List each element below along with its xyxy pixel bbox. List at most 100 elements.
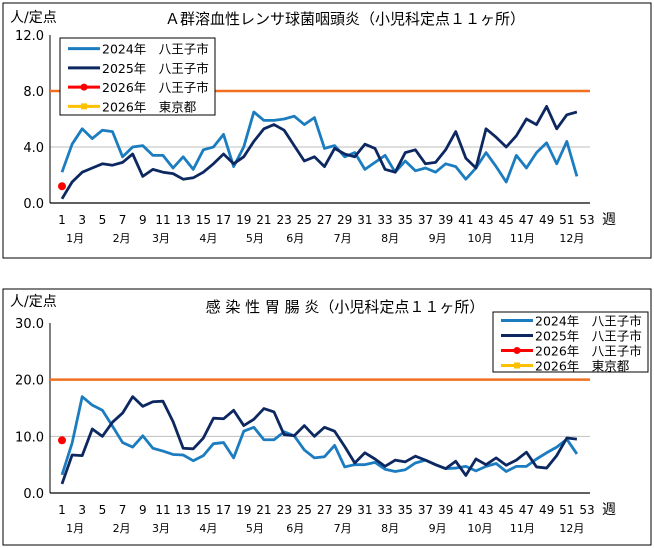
x-tick-label: 13 <box>176 503 191 517</box>
x-tick-label: 47 <box>519 213 534 227</box>
month-label: 9月 <box>429 232 447 245</box>
x-tick-label: 7 <box>119 213 127 227</box>
x-tick-label: 17 <box>216 503 231 517</box>
x-tick-label: 5 <box>99 503 107 517</box>
x-tick-label: 9 <box>139 503 147 517</box>
month-label: 10月 <box>467 522 492 535</box>
x-tick-label: 43 <box>478 503 493 517</box>
month-label: 1月 <box>66 522 84 535</box>
x-tick-label: 25 <box>297 213 312 227</box>
x-tick-label: 15 <box>196 213 211 227</box>
x-tick-label: 41 <box>458 503 473 517</box>
x-tick-label: 11 <box>155 503 170 517</box>
month-label: 1月 <box>66 232 84 245</box>
month-label: 5月 <box>246 522 264 535</box>
series-line <box>60 395 579 476</box>
data-point <box>58 182 66 191</box>
x-tick-label: 33 <box>377 213 392 227</box>
series-line <box>60 395 578 485</box>
y-tick-label: 0.0 <box>23 197 44 212</box>
legend-marker <box>513 347 521 354</box>
month-label: 8月 <box>381 232 399 245</box>
x-tick-label: 31 <box>357 213 372 227</box>
x-tick-label: 19 <box>236 503 251 517</box>
series-line <box>60 105 578 200</box>
month-label: 4月 <box>199 522 217 535</box>
x-tick-label: 15 <box>196 503 211 517</box>
x-tick-label: 51 <box>559 503 574 517</box>
month-label: 3月 <box>152 522 170 535</box>
x-tick-label: 21 <box>256 213 271 227</box>
legend-label: 2024年 八王子市 <box>102 42 209 57</box>
legend-label: 2024年 八王子市 <box>535 314 642 329</box>
month-label: 12月 <box>559 232 584 245</box>
x-tick-label: 5 <box>99 213 107 227</box>
month-label: 12月 <box>559 522 584 535</box>
y-tick-label: 10.0 <box>15 430 44 445</box>
legend-label: 2026年 東京都 <box>535 359 630 374</box>
x-tick-label: 33 <box>377 503 392 517</box>
month-label: 2月 <box>113 232 131 245</box>
x-tick-label: 37 <box>418 503 433 517</box>
legend-box <box>59 37 216 116</box>
legend-marker <box>80 83 88 91</box>
month-label: 11月 <box>510 232 535 245</box>
x-tick-label: 17 <box>216 213 231 227</box>
x-tick-label: 9 <box>139 213 147 227</box>
y-axis-label: 人/定点 <box>10 10 57 26</box>
x-axis-label: 週 <box>602 212 616 228</box>
legend-label: 2026年 東京都 <box>102 99 197 114</box>
x-tick-label: 27 <box>317 503 332 517</box>
x-tick-label: 41 <box>458 213 473 227</box>
x-tick-label: 21 <box>256 503 271 517</box>
x-tick-label: 45 <box>499 213 514 227</box>
x-tick-label: 31 <box>357 503 372 517</box>
x-tick-label: 7 <box>119 503 127 517</box>
legend-label: 2025年 八王子市 <box>102 61 209 76</box>
y-tick-label: 8.0 <box>23 85 44 100</box>
x-tick-label: 1 <box>58 503 66 517</box>
month-label: 4月 <box>199 232 217 245</box>
x-tick-label: 3 <box>78 213 86 227</box>
x-tick-label: 39 <box>438 503 453 517</box>
month-label: 7月 <box>334 232 352 245</box>
month-label: 8月 <box>381 522 399 535</box>
x-tick-label: 23 <box>276 503 291 517</box>
chart-1: 0.04.08.012.01 3 5 7 9 11 13 15 17 19 21 23 25 27 29 31… <box>2 2 652 259</box>
month-label: 6月 <box>286 522 304 535</box>
x-tick-label: 23 <box>276 213 291 227</box>
y-tick-label: 4.0 <box>23 141 44 156</box>
x-tick-label: 37 <box>418 213 433 227</box>
x-tick-label: 49 <box>539 213 554 227</box>
x-tick-label: 49 <box>539 503 554 517</box>
month-label: 2月 <box>113 522 131 535</box>
y-tick-label: 0.0 <box>23 487 44 502</box>
y-tick-label: 30.0 <box>15 317 44 332</box>
month-label: 11月 <box>510 522 535 535</box>
x-axis-label: 週 <box>602 502 616 518</box>
month-label: 9月 <box>429 522 447 535</box>
x-tick-label: 53 <box>579 503 594 517</box>
month-label: 3月 <box>152 232 170 245</box>
legend-marker <box>81 103 87 110</box>
y-tick-label: 20.0 <box>15 374 44 389</box>
data-point <box>58 436 66 445</box>
x-tick-label: 11 <box>155 213 170 227</box>
x-tick-label: 3 <box>78 503 86 517</box>
legend-label: 2026年 八王子市 <box>535 344 642 359</box>
x-tick-label: 45 <box>499 503 514 517</box>
x-tick-label: 43 <box>478 213 493 227</box>
x-tick-label: 47 <box>519 503 534 517</box>
x-tick-label: 1 <box>58 213 66 227</box>
x-tick-label: 19 <box>236 213 251 227</box>
chart-title: Ａ群溶血性レンサ球菌咽頭炎（小児科定点１１ヶ所） <box>165 10 525 28</box>
x-tick-label: 53 <box>579 213 594 227</box>
x-tick-label: 39 <box>438 213 453 227</box>
x-tick-label: 51 <box>559 213 574 227</box>
legend-label: 2025年 八王子市 <box>535 329 642 344</box>
x-tick-label: 35 <box>398 213 413 227</box>
x-tick-label: 25 <box>297 503 312 517</box>
series-line <box>60 110 579 184</box>
